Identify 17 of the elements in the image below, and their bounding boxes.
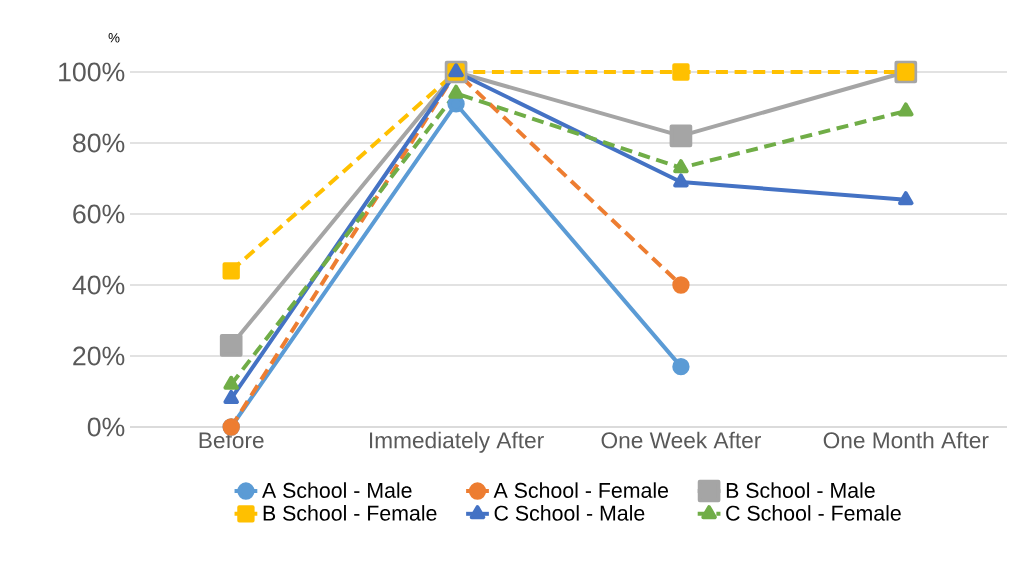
x-tick-label: One Week After	[601, 431, 761, 449]
x-tick-label: Immediately After	[369, 431, 544, 453]
y-tick-label: 40%	[72, 275, 125, 295]
x-tick-label: Before	[199, 431, 264, 449]
legend-label: C School - Female	[726, 505, 901, 521]
legend-label: B School - Male	[726, 482, 875, 498]
legend-label: A School - Female	[493, 482, 669, 498]
y-tick-label: 100%	[59, 62, 125, 82]
y-tick-label: 80%	[73, 133, 125, 153]
y-tick-label: 0%	[87, 417, 125, 437]
y-tick-label: 20%	[73, 346, 125, 366]
legend-label: B School - Female	[263, 505, 437, 521]
y-axis-title: %	[108, 33, 120, 43]
legend-label: A School - Male	[262, 482, 412, 498]
x-tick-label: One Month After	[823, 431, 989, 449]
legend-label: C School - Male	[494, 505, 645, 521]
y-tick-label: 60%	[73, 204, 125, 224]
